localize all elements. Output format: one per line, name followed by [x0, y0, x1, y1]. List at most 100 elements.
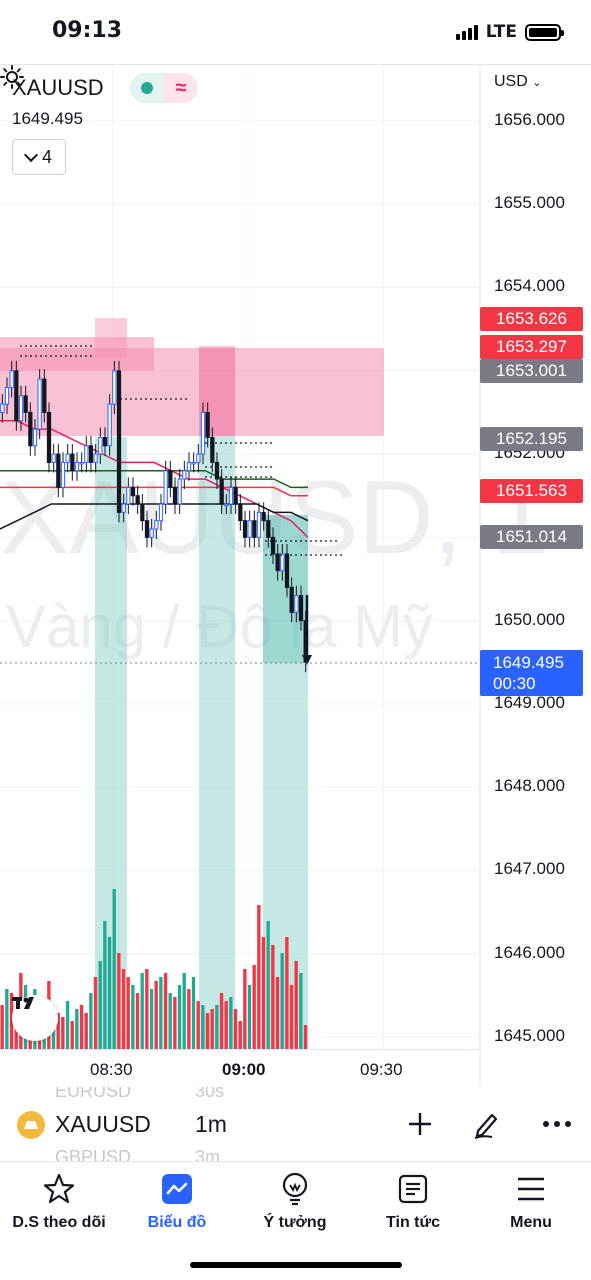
add-plus-icon[interactable] [403, 1107, 437, 1141]
supply-zone [95, 318, 127, 358]
candle-body [210, 436, 215, 463]
price-tick-label: 1655.000 [494, 193, 565, 212]
lightbulb-icon [278, 1172, 312, 1206]
ghost-symbol: EURUSD [55, 1087, 132, 1101]
candle-body [88, 445, 94, 463]
status-time: 09:13 [52, 18, 123, 43]
candle-body [275, 553, 280, 572]
candle-body [233, 486, 238, 505]
price-tick-label: 1650.000 [494, 610, 565, 629]
candle-body [270, 536, 276, 555]
volume-bar [149, 989, 154, 1049]
candle-body [280, 553, 285, 572]
currency-label: USD [494, 73, 528, 90]
currency-selector[interactable]: USD ⌄ [494, 73, 541, 91]
price-level-tag: 1651.014 [480, 525, 583, 549]
candle-body [102, 436, 108, 447]
chart-symbol-title[interactable]: XAUUSD [12, 75, 104, 100]
candle-body [74, 461, 80, 472]
news-icon [396, 1172, 430, 1206]
symbol-selector[interactable]: XAUUSD [55, 1111, 151, 1137]
volume-bar [168, 993, 172, 1049]
nav-watchlist[interactable]: D.S theo dõi [0, 1172, 118, 1232]
candle-body [205, 411, 210, 438]
volume-bar [303, 1025, 308, 1049]
nav-ideas[interactable]: Ý tưởng [236, 1172, 354, 1232]
volume-bar [271, 945, 275, 1049]
nav-label: Ý tưởng [263, 1214, 327, 1231]
candle-body [56, 453, 61, 488]
chart-settings-gear-icon[interactable] [0, 65, 24, 89]
volume-bar [79, 1005, 84, 1049]
ghost-symbol: GBPUSD [55, 1147, 132, 1162]
volume-bar [163, 973, 168, 1049]
nav-chart[interactable]: Biểu đồ [118, 1172, 236, 1232]
indicators-collapse-button[interactable]: 4 [12, 139, 66, 175]
volume-bar [196, 1001, 200, 1049]
volume-bar [135, 993, 140, 1049]
volume-bar [247, 985, 252, 1049]
price-tick-label: 1647.000 [494, 859, 565, 878]
candle-body [84, 445, 89, 463]
price-tick-label: 1656.000 [494, 110, 565, 129]
volume-bar [65, 1001, 70, 1049]
status-bar: 09:13 LTE [0, 0, 591, 64]
chart-icon [160, 1172, 194, 1206]
chart-canvas[interactable]: XAUUSD, 1 Vàng / Đô la Mỹ [0, 65, 591, 1088]
candle-body [121, 503, 126, 513]
candle-body [28, 411, 33, 447]
candle-body [46, 411, 52, 463]
nav-news[interactable]: Tin tức [354, 1172, 472, 1232]
candle-body [168, 470, 173, 488]
candle-body [149, 528, 154, 538]
time-axis[interactable]: 08:30 09:00 09:30 [0, 1049, 480, 1088]
volume-bar [294, 961, 298, 1049]
volume-bar [224, 1001, 228, 1049]
candle-body [228, 486, 234, 505]
volume-bar [89, 993, 93, 1049]
drawing-pen-icon[interactable] [470, 1107, 504, 1141]
tradingview-logo-icon[interactable] [12, 995, 58, 1041]
candle-body [247, 520, 252, 538]
chart-area[interactable]: XAUUSD, 1 Vàng / Đô la Mỹ XAUUSD ≈ 1649.… [0, 64, 591, 1088]
candle-body [200, 411, 206, 455]
candle-body [65, 453, 70, 463]
candle-body [126, 486, 131, 505]
time-label: 09:00 [222, 1060, 266, 1079]
volume-bar [112, 889, 116, 1049]
market-status-pill[interactable]: ≈ [130, 73, 198, 103]
candle-body [284, 553, 290, 588]
volume-bar [205, 1013, 210, 1049]
candle-body [37, 378, 42, 430]
volume-bar [177, 985, 182, 1049]
moving-average-line [0, 486, 308, 497]
volume-bar [84, 1013, 88, 1049]
candle-body [14, 370, 19, 422]
volume-bar [182, 973, 186, 1049]
volume-bar [280, 953, 284, 1049]
symbol-toolbar: EURUSD 30s GBPUSD 3m XAUUSD 1m [0, 1087, 591, 1162]
gold-symbol-icon [17, 1111, 45, 1139]
candle-body [196, 453, 201, 463]
volume-bar [140, 973, 144, 1049]
candle-body [107, 403, 112, 447]
candle-body [18, 395, 24, 422]
candle-body [242, 520, 248, 538]
ghost-interval: 30s [195, 1087, 225, 1101]
candle-body [23, 395, 28, 413]
volume-bar [159, 977, 163, 1049]
more-options-icon[interactable] [540, 1107, 574, 1141]
nav-label: Tin tức [386, 1214, 440, 1231]
network-type: LTE [485, 22, 517, 42]
current-price-tag: 1649.495 00:30 [480, 650, 583, 696]
price-tick-label: 1654.000 [494, 276, 565, 295]
time-label: 08:30 [90, 1060, 133, 1079]
candle-body [256, 511, 262, 538]
nav-menu[interactable]: Menu [472, 1172, 590, 1232]
bar-countdown: 00:30 [493, 674, 536, 693]
candle-body [79, 461, 84, 465]
volume-bar [5, 989, 9, 1049]
candle-body [214, 461, 220, 480]
interval-selector[interactable]: 1m [195, 1111, 227, 1137]
candle-body [130, 486, 136, 497]
